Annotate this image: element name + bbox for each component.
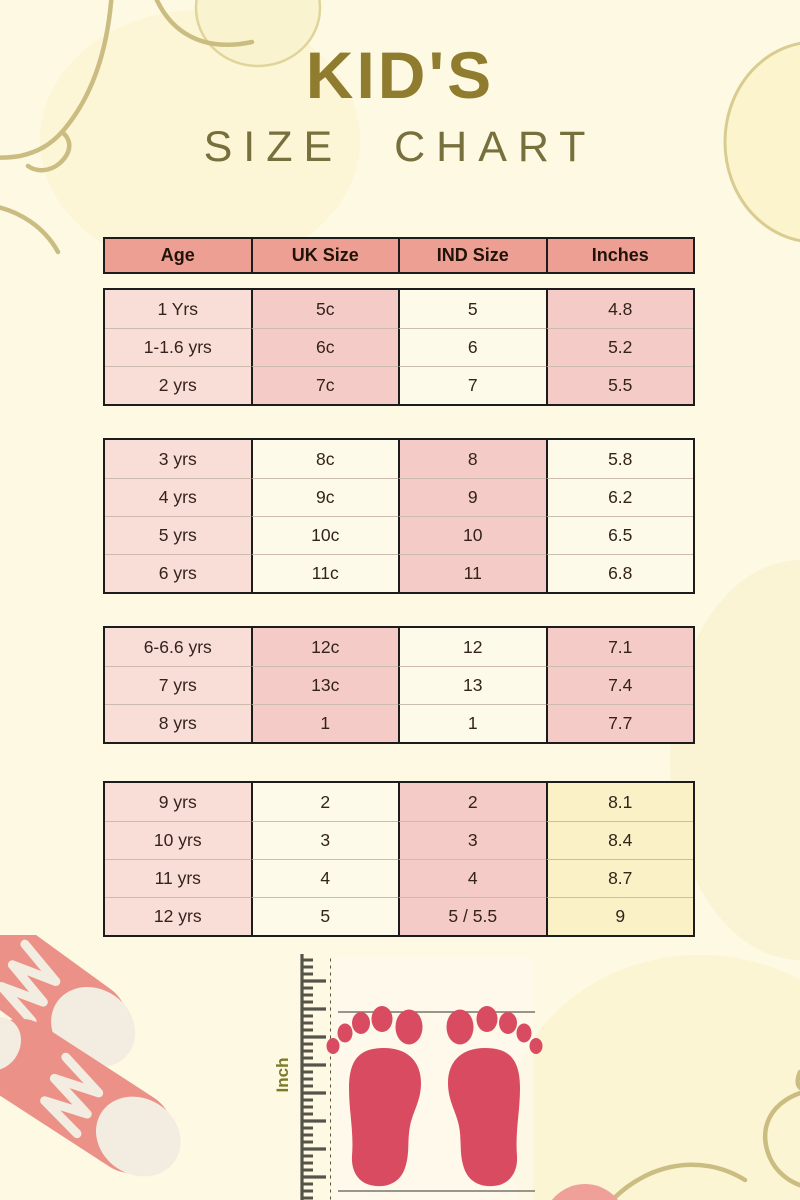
table-cell: 8.1	[545, 783, 693, 821]
sneaker-bottom	[0, 1017, 181, 1177]
table-cell: 11 yrs	[105, 859, 251, 897]
table-cell: 4	[398, 859, 546, 897]
table-cell: 2	[250, 783, 398, 821]
table-cell: 7	[398, 366, 546, 404]
baby-footprints-icon	[326, 1006, 543, 1187]
table-cell: 6.8	[545, 554, 693, 592]
table-row: 9 yrs 2 2 8.1	[105, 783, 693, 821]
size-table: Age UK Size IND Size Inches 1 Yrs 5c 5 4.8 1-1.…	[103, 237, 695, 969]
table-row: 7 yrs 13c 13 7.4	[105, 666, 693, 704]
measuring-illustration: Inch	[273, 954, 543, 1200]
table-cell: 3 yrs	[105, 440, 251, 478]
table-cell: 5	[398, 290, 546, 328]
table-cell: 6.5	[545, 516, 693, 554]
table-cell: 12	[398, 628, 546, 666]
size-table-block: 1 Yrs 5c 5 4.8 1-1.6 yrs 6c 6 5.2 2 yrs 7c 7 5.5	[103, 288, 695, 406]
table-cell: 1	[398, 704, 546, 742]
table-cell: 6.2	[545, 478, 693, 516]
table-row: 8 yrs 1 1 7.7	[105, 704, 693, 742]
right-footprint	[446, 1006, 543, 1187]
table-cell: 6	[398, 328, 546, 366]
table-cell: 8.4	[545, 821, 693, 859]
table-cell: 10c	[250, 516, 398, 554]
table-cell: 7.7	[545, 704, 693, 742]
table-cell: 13	[398, 666, 546, 704]
table-row: 1 Yrs 5c 5 4.8	[105, 290, 693, 328]
table-cell: 5	[250, 897, 398, 935]
table-cell: 9 yrs	[105, 783, 251, 821]
page-subtitle: SIZE CHART	[203, 123, 597, 171]
table-cell: 10 yrs	[105, 821, 251, 859]
table-cell: 4 yrs	[105, 478, 251, 516]
table-cell: 2 yrs	[105, 366, 251, 404]
table-row: 12 yrs 5 5 / 5.5 9	[105, 897, 693, 935]
table-cell: 5 yrs	[105, 516, 251, 554]
title-block: KID'S SIZE CHART	[0, 42, 800, 169]
table-row: 6 yrs 11c 11 6.8	[105, 554, 693, 592]
table-row: 4 yrs 9c 9 6.2	[105, 478, 693, 516]
table-row: 3 yrs 8c 8 5.8	[105, 440, 693, 478]
size-table-block: 6-6.6 yrs 12c 12 7.1 7 yrs 13c 13 7.4 8 yrs 1 1 7.7	[103, 626, 695, 744]
table-row: 11 yrs 4 4 8.7	[105, 859, 693, 897]
size-table-block: 9 yrs 2 2 8.1 10 yrs 3 3 8.4 11 yrs 4 4 8.7 12 yrs 5 5…	[103, 781, 695, 937]
table-cell: 6c	[250, 328, 398, 366]
header-cell-uk-size: UK Size	[250, 239, 399, 272]
table-cell: 1-1.6 yrs	[105, 328, 251, 366]
header-cell-age: Age	[160, 245, 195, 265]
table-cell: 11c	[250, 554, 398, 592]
table-row: 10 yrs 3 3 8.4	[105, 821, 693, 859]
table-cell: 6 yrs	[105, 554, 251, 592]
header-cell-ind-size: IND Size	[398, 239, 546, 272]
table-cell: 1 Yrs	[105, 290, 251, 328]
table-cell: 5c	[250, 290, 398, 328]
ruler-unit-label: Inch	[273, 1058, 292, 1093]
table-row: 1-1.6 yrs 6c 6 5.2	[105, 328, 693, 366]
table-cell: 10	[398, 516, 546, 554]
table-row: 6-6.6 yrs 12c 12 7.1	[105, 628, 693, 666]
table-cell: 9c	[250, 478, 398, 516]
table-cell: 5.8	[545, 440, 693, 478]
table-cell: 6-6.6 yrs	[105, 628, 251, 666]
table-cell: 3	[398, 821, 546, 859]
table-cell: 7.4	[545, 666, 693, 704]
table-cell: 4	[250, 859, 398, 897]
table-cell: 9	[398, 478, 546, 516]
page-title: KID'S	[305, 38, 495, 112]
table-cell: 2	[398, 783, 546, 821]
table-cell: 8 yrs	[105, 704, 251, 742]
table-cell: 12 yrs	[105, 897, 251, 935]
table-cell: 8	[398, 440, 546, 478]
table-row: 5 yrs 10c 10 6.5	[105, 516, 693, 554]
header-cell-inches: Inches	[545, 239, 694, 272]
table-cell: 8c	[250, 440, 398, 478]
table-cell: 9	[545, 897, 693, 935]
table-cell: 12c	[250, 628, 398, 666]
table-cell: 5.2	[545, 328, 693, 366]
table-row: 2 yrs 7c 7 5.5	[105, 366, 693, 404]
table-cell: 5.5	[545, 366, 693, 404]
table-cell: 11	[398, 554, 546, 592]
table-cell: 1	[250, 704, 398, 742]
table-cell: 13c	[250, 666, 398, 704]
table-cell: 7 yrs	[105, 666, 251, 704]
table-cell: 8.7	[545, 859, 693, 897]
left-footprint	[326, 1006, 423, 1187]
inch-ruler-icon: Inch	[273, 954, 331, 1200]
table-blocks: 1 Yrs 5c 5 4.8 1-1.6 yrs 6c 6 5.2 2 yrs 7c 7 5.5 3 y…	[103, 288, 695, 937]
table-cell: 7c	[250, 366, 398, 404]
baby-sneakers-icon	[0, 935, 181, 1177]
table-cell: 3	[250, 821, 398, 859]
table-cell: 4.8	[545, 290, 693, 328]
table-cell: 5 / 5.5	[398, 897, 546, 935]
table-header-row: Age UK Size IND Size Inches	[103, 237, 695, 274]
table-cell: 7.1	[545, 628, 693, 666]
size-table-block: 3 yrs 8c 8 5.8 4 yrs 9c 9 6.2 5 yrs 10c 10 6.5 6 yrs…	[103, 438, 695, 594]
